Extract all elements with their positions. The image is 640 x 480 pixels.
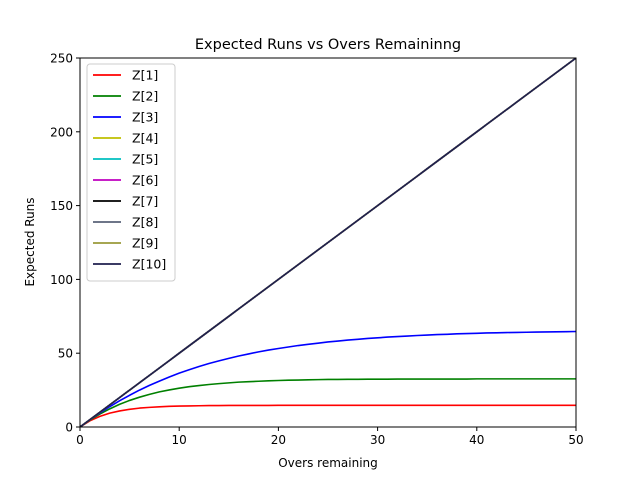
legend-label: Z[9] bbox=[132, 236, 158, 251]
x-tick-label: 40 bbox=[469, 433, 484, 447]
x-tick-label: 10 bbox=[172, 433, 187, 447]
legend-label: Z[2] bbox=[132, 89, 158, 104]
legend: Z[1] Z[2] Z[3] Z[4] Z[5] Z[6] Z[7] Z[8] Z[9] Z[10… bbox=[86, 63, 176, 282]
legend-box bbox=[86, 63, 176, 282]
y-tick-label: 50 bbox=[58, 347, 73, 361]
series-line-10 bbox=[80, 58, 576, 427]
y-tick-label: 200 bbox=[50, 125, 73, 139]
series-line-3 bbox=[80, 330, 576, 427]
legend-label: Z[1] bbox=[132, 68, 158, 83]
legend-label: Z[7] bbox=[132, 194, 158, 209]
y-tick-label: 250 bbox=[50, 52, 73, 66]
series-line-1 bbox=[80, 404, 576, 427]
legend-label: Z[8] bbox=[132, 215, 158, 230]
legend-label: Z[4] bbox=[132, 131, 158, 146]
legend-label: Z[6] bbox=[132, 173, 158, 188]
legend-label: Z[3] bbox=[132, 110, 158, 125]
plot-area: 0 10 20 30 40 50 0 50 100 150 200 250 bbox=[50, 52, 584, 448]
series-line-2 bbox=[80, 378, 576, 427]
series-lines bbox=[80, 58, 576, 427]
y-axis-label: Expected Runs bbox=[23, 197, 37, 286]
x-tick-label: 0 bbox=[76, 433, 84, 447]
x-tick-label: 20 bbox=[271, 433, 286, 447]
y-tick-label: 150 bbox=[50, 199, 73, 213]
chart-title: Expected Runs vs Overs Remaininng bbox=[195, 37, 461, 53]
legend-label: Z[5] bbox=[132, 152, 158, 167]
y-tick-label: 100 bbox=[50, 273, 73, 287]
y-tick-label: 0 bbox=[65, 421, 73, 435]
axes-frame bbox=[79, 57, 577, 428]
x-tick-label: 50 bbox=[568, 433, 583, 447]
x-axis-label: Overs remaining bbox=[278, 456, 378, 470]
legend-label: Z[10] bbox=[132, 257, 166, 272]
x-tick-label: 30 bbox=[370, 433, 385, 447]
